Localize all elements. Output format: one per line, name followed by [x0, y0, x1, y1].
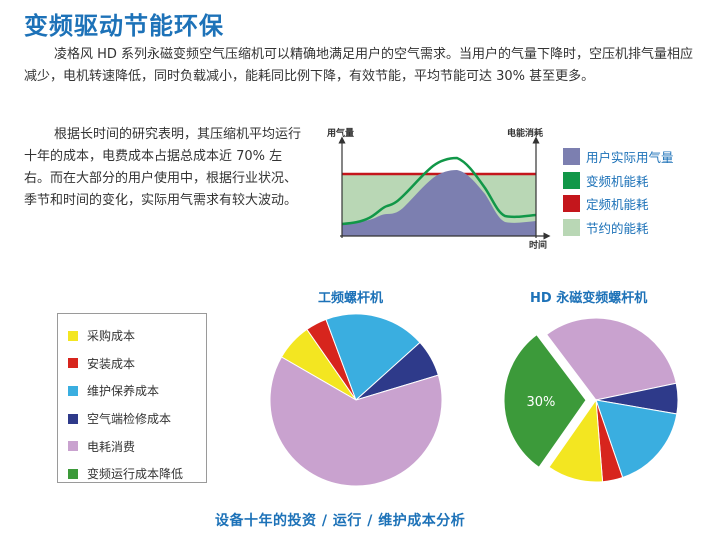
pie-slice — [503, 333, 587, 469]
legend-label: 采购成本 — [87, 329, 136, 344]
legend-label: 空气端检修成本 — [87, 412, 172, 427]
legend-item: 用户实际用气量 — [563, 145, 674, 169]
pie-slice — [548, 398, 604, 483]
legend-label: 定频机能耗 — [586, 197, 649, 213]
pie-slice — [545, 317, 677, 401]
legend-swatch — [563, 171, 580, 189]
legend-swatch — [68, 468, 78, 479]
legend-item: 变频运行成本降低 — [68, 460, 206, 488]
pie-right-title: HD 永磁变频螺杆机 — [530, 291, 648, 306]
intro-paragraph: 凌格风 HD 系列永磁变频空气压缩机可以精确地满足用户的空气需求。当用户的气量下… — [24, 47, 694, 84]
pie-right-chart: 30% — [503, 317, 679, 483]
page-title: 变频驱动节能环保 — [24, 12, 224, 40]
pie-left-chart — [269, 313, 443, 487]
legend-label: 用户实际用气量 — [586, 150, 674, 166]
research-paragraph: 根据长时间的研究表明，其压缩机平均运行十年的成本，电费成本占据总成本近 70% … — [24, 127, 302, 208]
legend-swatch — [563, 148, 580, 166]
legend-swatch — [68, 413, 78, 424]
pie-slice — [325, 313, 421, 401]
legend-swatch — [68, 385, 78, 396]
legend-label: 变频运行成本降低 — [87, 467, 184, 482]
legend-label: 电耗消费 — [87, 439, 136, 454]
cost-legend: 采购成本安装成本维护保养成本 空气端检修成本 电耗消费变频运行成本降低 — [57, 313, 207, 483]
legend-item: 安装成本 — [68, 350, 206, 378]
legend-item: 维护保养成本 — [68, 377, 206, 405]
actual-air-usage-area — [342, 170, 536, 236]
area-chart-legend: 用户实际用气量 变频机能耗定频机能耗节约的能耗 — [563, 145, 674, 239]
legend-label: 安装成本 — [87, 356, 136, 371]
legend-item: 定频机能耗 — [563, 192, 674, 216]
legend-item: 变频机能耗 — [563, 169, 674, 193]
y-left-axis-label: 用气量 — [326, 127, 354, 139]
legend-item: 节约的能耗 — [563, 216, 674, 240]
legend-label: 维护保养成本 — [87, 384, 160, 399]
legend-swatch — [68, 330, 78, 341]
legend-item: 采购成本 — [68, 322, 206, 350]
legend-item: 电耗消费 — [68, 432, 206, 460]
variable-frequency-energy-line — [341, 156, 537, 226]
pie-slice — [269, 356, 443, 487]
legend-label: 节约的能耗 — [586, 220, 649, 236]
y-right-axis-label: 电能消耗 — [507, 127, 543, 139]
energy-area-chart: 用气量 电能消耗 时间 — [326, 127, 551, 250]
pie-left-title: 工频螺杆机 — [318, 291, 384, 306]
legend-item: 空气端检修成本 — [68, 405, 206, 433]
legend-label: 变频机能耗 — [586, 173, 649, 189]
legend-swatch — [68, 441, 78, 452]
legend-swatch — [563, 195, 580, 213]
pie-slice-label: 30% — [526, 395, 555, 410]
chart-caption: 设备十年的投资 / 运行 / 维护成本分析 — [215, 513, 466, 529]
legend-swatch — [563, 218, 580, 236]
legend-swatch — [68, 358, 78, 369]
x-axis-label: 时间 — [529, 239, 547, 250]
